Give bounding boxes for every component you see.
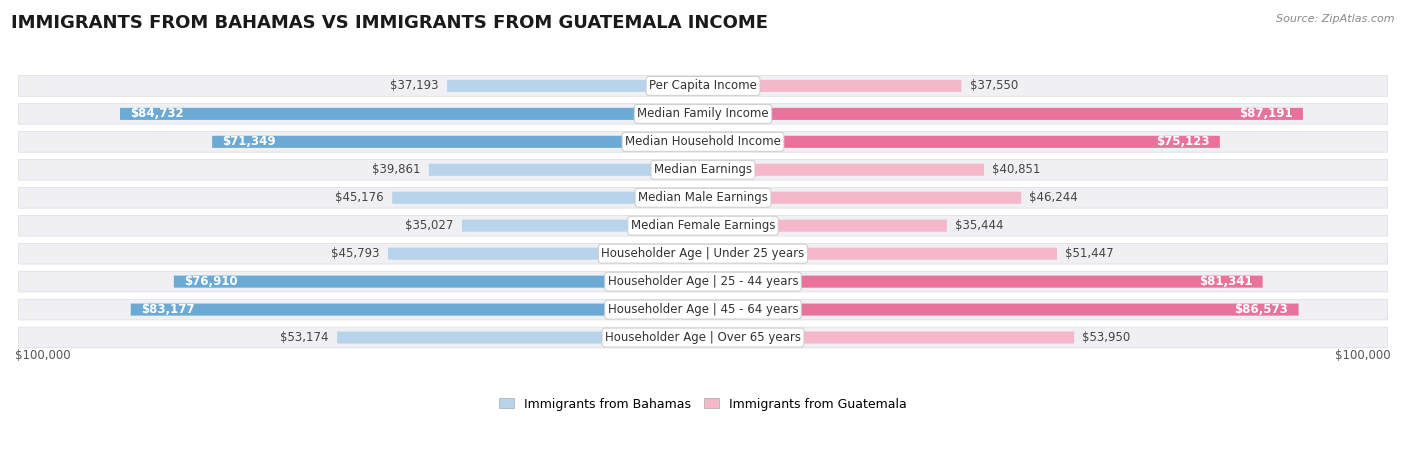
Text: $83,177: $83,177: [141, 303, 194, 316]
Text: $76,910: $76,910: [184, 275, 238, 288]
FancyBboxPatch shape: [18, 187, 1388, 208]
FancyBboxPatch shape: [392, 192, 703, 204]
Text: $37,550: $37,550: [970, 79, 1018, 92]
Text: $35,027: $35,027: [405, 219, 454, 232]
Text: $100,000: $100,000: [1336, 349, 1391, 362]
FancyBboxPatch shape: [174, 276, 703, 288]
FancyBboxPatch shape: [337, 332, 703, 344]
Text: $35,444: $35,444: [955, 219, 1004, 232]
Text: $71,349: $71,349: [222, 135, 276, 149]
FancyBboxPatch shape: [18, 215, 1388, 236]
Text: $40,851: $40,851: [993, 163, 1040, 176]
FancyBboxPatch shape: [703, 108, 1303, 120]
FancyBboxPatch shape: [429, 164, 703, 176]
FancyBboxPatch shape: [120, 108, 703, 120]
Text: $45,793: $45,793: [332, 247, 380, 260]
Text: Per Capita Income: Per Capita Income: [650, 79, 756, 92]
FancyBboxPatch shape: [703, 276, 1263, 288]
Text: $53,950: $53,950: [1083, 331, 1130, 344]
Text: Median Male Earnings: Median Male Earnings: [638, 191, 768, 204]
Text: Householder Age | Under 25 years: Householder Age | Under 25 years: [602, 247, 804, 260]
Text: Householder Age | Over 65 years: Householder Age | Over 65 years: [605, 331, 801, 344]
FancyBboxPatch shape: [447, 80, 703, 92]
FancyBboxPatch shape: [18, 327, 1388, 348]
FancyBboxPatch shape: [703, 304, 1299, 316]
FancyBboxPatch shape: [18, 243, 1388, 264]
FancyBboxPatch shape: [388, 248, 703, 260]
Text: Householder Age | 45 - 64 years: Householder Age | 45 - 64 years: [607, 303, 799, 316]
Text: Median Family Income: Median Family Income: [637, 107, 769, 120]
Text: $100,000: $100,000: [15, 349, 70, 362]
Text: IMMIGRANTS FROM BAHAMAS VS IMMIGRANTS FROM GUATEMALA INCOME: IMMIGRANTS FROM BAHAMAS VS IMMIGRANTS FR…: [11, 14, 768, 32]
FancyBboxPatch shape: [703, 136, 1220, 148]
FancyBboxPatch shape: [703, 332, 1074, 344]
Text: Median Earnings: Median Earnings: [654, 163, 752, 176]
Text: $39,861: $39,861: [373, 163, 420, 176]
FancyBboxPatch shape: [18, 104, 1388, 124]
Legend: Immigrants from Bahamas, Immigrants from Guatemala: Immigrants from Bahamas, Immigrants from…: [495, 393, 911, 416]
Text: Median Female Earnings: Median Female Earnings: [631, 219, 775, 232]
Text: $46,244: $46,244: [1029, 191, 1078, 204]
FancyBboxPatch shape: [18, 159, 1388, 180]
FancyBboxPatch shape: [703, 248, 1057, 260]
Text: Source: ZipAtlas.com: Source: ZipAtlas.com: [1277, 14, 1395, 24]
Text: Householder Age | 25 - 44 years: Householder Age | 25 - 44 years: [607, 275, 799, 288]
FancyBboxPatch shape: [463, 219, 703, 232]
FancyBboxPatch shape: [703, 164, 984, 176]
Text: $86,573: $86,573: [1234, 303, 1288, 316]
FancyBboxPatch shape: [18, 299, 1388, 320]
Text: $81,341: $81,341: [1199, 275, 1253, 288]
FancyBboxPatch shape: [18, 132, 1388, 152]
Text: $84,732: $84,732: [131, 107, 184, 120]
Text: $75,123: $75,123: [1156, 135, 1209, 149]
Text: $37,193: $37,193: [391, 79, 439, 92]
FancyBboxPatch shape: [703, 80, 962, 92]
FancyBboxPatch shape: [703, 219, 946, 232]
FancyBboxPatch shape: [131, 304, 703, 316]
Text: Median Household Income: Median Household Income: [626, 135, 780, 149]
FancyBboxPatch shape: [703, 192, 1021, 204]
Text: $51,447: $51,447: [1066, 247, 1114, 260]
Text: $45,176: $45,176: [335, 191, 384, 204]
FancyBboxPatch shape: [18, 271, 1388, 292]
Text: $53,174: $53,174: [280, 331, 329, 344]
FancyBboxPatch shape: [212, 136, 703, 148]
FancyBboxPatch shape: [18, 76, 1388, 96]
Text: $87,191: $87,191: [1239, 107, 1292, 120]
